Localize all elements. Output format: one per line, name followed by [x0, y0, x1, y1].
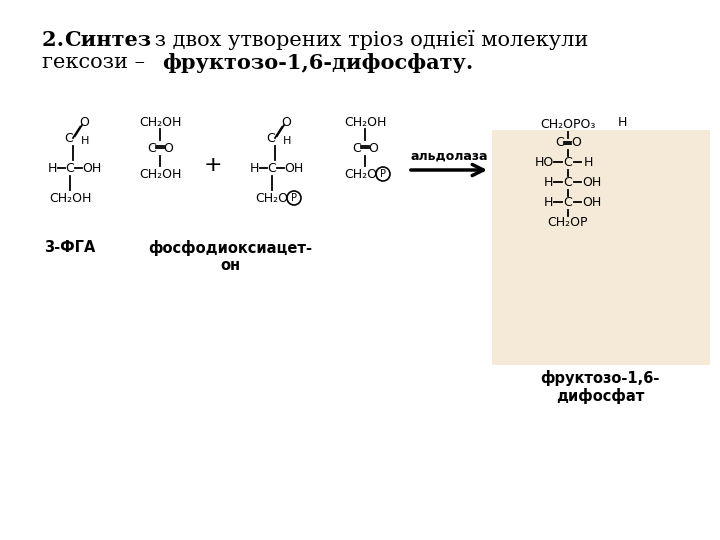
Text: P: P — [291, 193, 297, 203]
Text: HO: HO — [534, 156, 554, 168]
Text: C: C — [556, 136, 564, 148]
Text: фруктозо-1,6-: фруктозо-1,6- — [540, 370, 660, 386]
Text: CH₂O: CH₂O — [344, 167, 377, 180]
Text: O: O — [571, 136, 581, 148]
Text: OH: OH — [284, 161, 304, 174]
Text: CH₂OPO₃: CH₂OPO₃ — [540, 118, 595, 132]
Text: O: O — [368, 141, 378, 154]
Text: CH₂OH: CH₂OH — [344, 116, 386, 129]
Text: H: H — [48, 161, 57, 174]
Text: C: C — [268, 161, 276, 174]
Text: он: он — [220, 258, 240, 273]
Text: H: H — [618, 116, 627, 129]
Text: H: H — [81, 136, 89, 146]
Bar — [492, 130, 710, 365]
Text: O: O — [163, 141, 173, 154]
Text: гексози –: гексози – — [42, 53, 152, 72]
Text: H: H — [283, 136, 291, 146]
Text: OH: OH — [582, 195, 602, 208]
Text: C: C — [66, 161, 74, 174]
Text: C: C — [353, 141, 361, 154]
Text: O: O — [79, 116, 89, 129]
Text: C: C — [148, 141, 156, 154]
Text: Синтез: Синтез — [64, 30, 151, 50]
Text: CH₂OP: CH₂OP — [548, 215, 588, 228]
Text: O: O — [281, 116, 291, 129]
Text: +: + — [204, 155, 222, 175]
Text: H: H — [249, 161, 258, 174]
Text: H: H — [544, 176, 553, 188]
Text: CH₂O: CH₂O — [256, 192, 289, 205]
Text: C: C — [564, 156, 572, 168]
Text: C: C — [564, 195, 572, 208]
Text: фосфодиоксиацет-: фосфодиоксиацет- — [148, 240, 312, 256]
Text: CH₂OH: CH₂OH — [49, 192, 91, 205]
Text: CH₂OH: CH₂OH — [139, 116, 181, 129]
Text: OH: OH — [82, 161, 102, 174]
Text: з двох утворених тріоз однієї молекули: з двох утворених тріоз однієї молекули — [148, 30, 588, 50]
Text: CH₂OH: CH₂OH — [139, 167, 181, 180]
Text: C: C — [65, 132, 73, 145]
Text: дифосфат: дифосфат — [556, 388, 644, 404]
Text: 3-ФГА: 3-ФГА — [45, 240, 96, 255]
Text: H: H — [544, 195, 553, 208]
Text: P: P — [380, 169, 386, 179]
Text: 2.: 2. — [42, 30, 71, 50]
Text: OH: OH — [582, 176, 602, 188]
Text: C: C — [564, 176, 572, 188]
Text: альдолаза: альдолаза — [410, 150, 487, 163]
Text: C: C — [266, 132, 275, 145]
Text: фруктозо-1,6-дифосфату.: фруктозо-1,6-дифосфату. — [162, 53, 473, 73]
Text: H: H — [583, 156, 593, 168]
